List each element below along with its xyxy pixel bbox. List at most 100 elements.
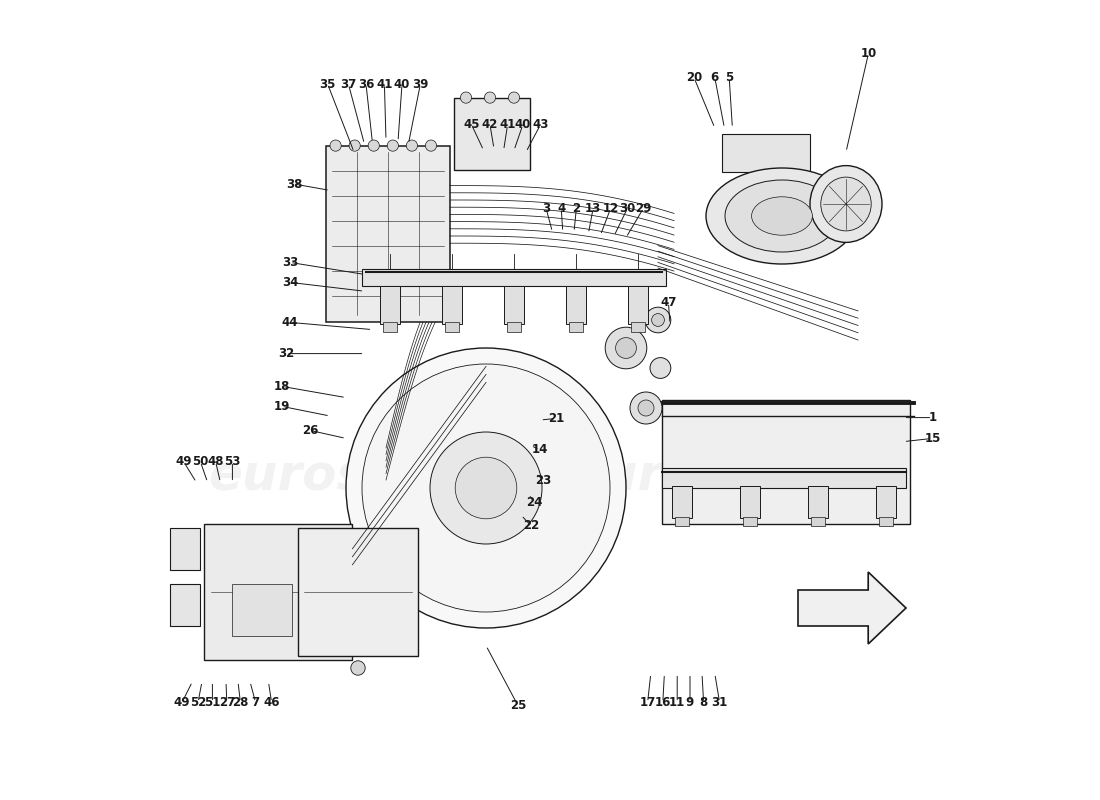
Text: 49: 49: [174, 696, 190, 709]
Ellipse shape: [810, 166, 882, 242]
Circle shape: [349, 140, 361, 151]
FancyBboxPatch shape: [742, 517, 757, 526]
Circle shape: [387, 140, 398, 151]
Text: 47: 47: [660, 296, 676, 309]
Circle shape: [630, 392, 662, 424]
Text: 8: 8: [700, 696, 707, 709]
FancyBboxPatch shape: [674, 517, 690, 526]
FancyBboxPatch shape: [441, 286, 462, 324]
Text: 3: 3: [542, 202, 550, 214]
Text: 34: 34: [282, 276, 298, 289]
Text: 28: 28: [232, 696, 249, 709]
Circle shape: [330, 140, 341, 151]
FancyBboxPatch shape: [569, 322, 583, 332]
Text: 15: 15: [924, 432, 940, 445]
Text: 25: 25: [509, 699, 526, 712]
Ellipse shape: [725, 180, 839, 252]
Text: 37: 37: [340, 78, 356, 90]
Circle shape: [351, 661, 365, 675]
Text: 11: 11: [669, 696, 685, 709]
FancyBboxPatch shape: [362, 269, 666, 286]
Text: 36: 36: [358, 78, 374, 90]
Text: 40: 40: [515, 118, 531, 131]
Text: 18: 18: [274, 380, 290, 393]
Text: 27: 27: [219, 696, 235, 709]
FancyBboxPatch shape: [739, 486, 760, 518]
FancyBboxPatch shape: [383, 322, 397, 332]
Text: 4: 4: [557, 202, 565, 214]
Ellipse shape: [821, 177, 871, 231]
Text: eurospares: eurospares: [208, 452, 524, 500]
Text: 45: 45: [463, 118, 480, 131]
Circle shape: [406, 140, 418, 151]
Text: 12: 12: [603, 202, 619, 214]
FancyBboxPatch shape: [628, 286, 648, 324]
FancyBboxPatch shape: [232, 584, 293, 636]
Text: 19: 19: [274, 400, 290, 413]
Text: 16: 16: [654, 696, 671, 709]
Text: eurospares: eurospares: [568, 452, 884, 500]
Text: 53: 53: [224, 455, 241, 468]
Text: 51: 51: [205, 696, 221, 709]
Circle shape: [368, 140, 379, 151]
Text: 49: 49: [175, 455, 191, 468]
Circle shape: [461, 92, 472, 103]
Circle shape: [646, 307, 671, 333]
Circle shape: [484, 92, 496, 103]
FancyBboxPatch shape: [170, 528, 200, 570]
Text: 13: 13: [585, 202, 602, 214]
Circle shape: [650, 358, 671, 378]
FancyBboxPatch shape: [444, 322, 459, 332]
Text: 7: 7: [252, 696, 260, 709]
Text: 21: 21: [548, 412, 564, 425]
FancyBboxPatch shape: [807, 486, 828, 518]
FancyBboxPatch shape: [722, 134, 810, 172]
FancyBboxPatch shape: [379, 286, 400, 324]
Text: 52: 52: [190, 696, 206, 709]
Circle shape: [508, 92, 519, 103]
FancyBboxPatch shape: [672, 486, 692, 518]
Circle shape: [605, 327, 647, 369]
Text: 29: 29: [636, 202, 652, 214]
FancyBboxPatch shape: [811, 517, 825, 526]
Text: 6: 6: [711, 71, 719, 84]
FancyBboxPatch shape: [630, 322, 646, 332]
Circle shape: [651, 314, 664, 326]
FancyBboxPatch shape: [662, 400, 910, 524]
Text: 41: 41: [499, 118, 516, 131]
FancyBboxPatch shape: [507, 322, 521, 332]
Text: 38: 38: [286, 178, 302, 190]
Text: 26: 26: [301, 424, 318, 437]
FancyBboxPatch shape: [879, 517, 893, 526]
FancyBboxPatch shape: [298, 528, 418, 656]
Text: 48: 48: [208, 455, 224, 468]
FancyBboxPatch shape: [876, 486, 896, 518]
Text: 31: 31: [712, 696, 728, 709]
FancyBboxPatch shape: [205, 524, 352, 660]
Text: 46: 46: [263, 696, 279, 709]
Text: 50: 50: [192, 455, 209, 468]
Circle shape: [362, 364, 611, 612]
Circle shape: [616, 338, 637, 358]
FancyBboxPatch shape: [565, 286, 586, 324]
Text: 17: 17: [639, 696, 656, 709]
Text: 41: 41: [376, 78, 393, 90]
Circle shape: [346, 348, 626, 628]
FancyBboxPatch shape: [504, 286, 525, 324]
Text: 35: 35: [319, 78, 336, 90]
Text: 24: 24: [527, 496, 543, 509]
Text: 5: 5: [725, 71, 734, 84]
FancyBboxPatch shape: [454, 98, 530, 170]
Circle shape: [430, 432, 542, 544]
FancyBboxPatch shape: [170, 584, 200, 626]
Circle shape: [426, 140, 437, 151]
Text: 2: 2: [572, 202, 581, 214]
Text: 1: 1: [928, 411, 936, 424]
Text: 23: 23: [536, 474, 552, 486]
Text: 43: 43: [532, 118, 549, 131]
Ellipse shape: [751, 197, 813, 235]
FancyBboxPatch shape: [326, 146, 450, 322]
Text: 30: 30: [619, 202, 636, 214]
Circle shape: [638, 400, 654, 416]
FancyBboxPatch shape: [662, 468, 906, 488]
